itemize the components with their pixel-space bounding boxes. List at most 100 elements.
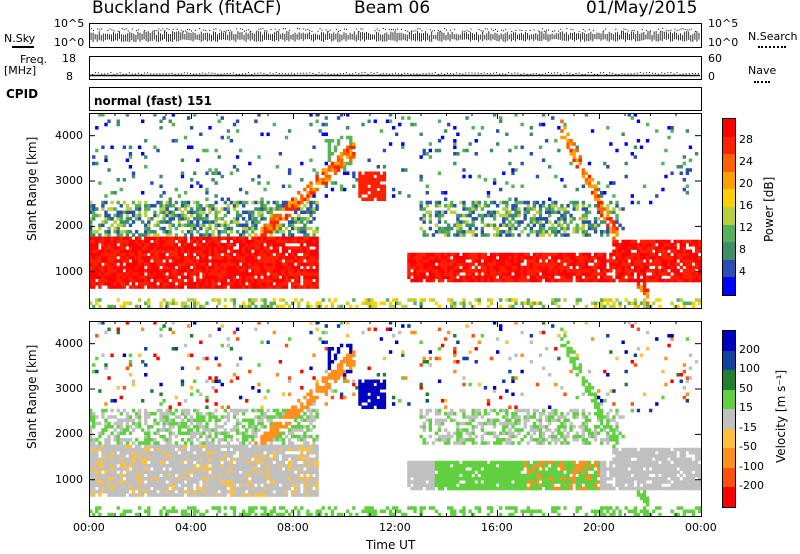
- power-cell: [110, 304, 114, 309]
- power-cell: [566, 272, 570, 276]
- velocity-cell: [101, 467, 105, 471]
- power-cell: [569, 256, 573, 260]
- velocity-cell: [125, 457, 130, 462]
- power-cell: [682, 252, 686, 257]
- power-cell: [287, 259, 292, 263]
- power-cell: [312, 145, 316, 150]
- power-cell: [364, 301, 368, 306]
- power-cell: [596, 272, 601, 276]
- nave-sample: [694, 73, 696, 75]
- power-cell: [284, 262, 289, 267]
- power-cell: [165, 285, 169, 289]
- power-cell: [205, 236, 209, 241]
- power-cell: [560, 269, 564, 273]
- power-cell: [349, 152, 353, 156]
- nave-sample: [422, 73, 424, 75]
- velocity-cell: [101, 457, 105, 462]
- power-cell: [578, 265, 582, 270]
- power-cell: [128, 249, 133, 254]
- power-cell: [205, 285, 209, 289]
- velocity-cell: [107, 376, 111, 380]
- power-cell: [477, 301, 481, 306]
- velocity-cell: [101, 412, 105, 416]
- power-cell: [520, 220, 524, 224]
- power-cell: [177, 236, 182, 241]
- power-cell: [572, 262, 576, 267]
- velocity-cell: [150, 389, 154, 393]
- power-cell: [186, 278, 191, 283]
- power-cell: [306, 252, 310, 257]
- power-cell: [422, 256, 426, 260]
- power-cell: [309, 113, 313, 117]
- power-cell: [603, 252, 607, 257]
- power-cell: [615, 298, 619, 302]
- power-cell: [606, 269, 610, 273]
- power-cell: [697, 272, 702, 276]
- power-cell: [263, 285, 267, 289]
- power-cell: [186, 220, 191, 224]
- nave-label: Nave: [748, 64, 777, 77]
- power-cell: [352, 155, 356, 159]
- power-cell: [174, 259, 179, 263]
- nave-sample: [492, 72, 494, 74]
- power-cell: [153, 223, 157, 228]
- velocity-cell: [137, 473, 142, 478]
- velocity-cell: [119, 431, 123, 436]
- power-cell: [257, 113, 261, 117]
- nave-sample: [199, 73, 201, 75]
- power-cell: [661, 259, 665, 263]
- power-cell: [584, 217, 589, 221]
- velocity-cell: [150, 490, 154, 494]
- power-cell: [137, 233, 142, 237]
- power-cell: [303, 282, 307, 286]
- nave-sample: [557, 72, 559, 74]
- power-cell: [483, 252, 488, 257]
- velocity-cell: [153, 353, 157, 358]
- power-cell: [499, 187, 503, 192]
- power-cell: [147, 236, 151, 241]
- nsearch-sample: [688, 29, 690, 31]
- power-cell: [499, 275, 503, 280]
- power-cell: [150, 275, 154, 280]
- power-cell: [434, 275, 439, 280]
- power-cell: [257, 259, 261, 263]
- power-cell: [520, 161, 524, 166]
- power-cell: [590, 275, 595, 280]
- power-cell: [563, 126, 567, 130]
- nave-sample: [587, 72, 589, 74]
- power-cell: [254, 246, 258, 250]
- power-cell: [287, 184, 292, 189]
- power-cell: [600, 259, 604, 263]
- power-cell: [300, 200, 304, 205]
- power-cell: [92, 278, 96, 283]
- power-cell: [566, 233, 570, 237]
- velocity-cell: [134, 421, 139, 426]
- nave-sample: [416, 73, 418, 75]
- power-cell: [144, 200, 148, 205]
- velocity-cell: [98, 441, 102, 445]
- power-cell: [483, 200, 488, 205]
- power-cell: [474, 200, 478, 205]
- power-cell: [275, 249, 280, 254]
- power-cell: [223, 298, 227, 302]
- power-cell: [551, 259, 555, 263]
- power-cell: [502, 213, 506, 218]
- power-cell: [376, 191, 380, 195]
- power-cell: [447, 269, 451, 273]
- power-cell: [544, 269, 549, 273]
- power-cell: [679, 249, 683, 254]
- power-cell: [189, 220, 194, 224]
- power-cell: [162, 207, 166, 211]
- power-cell: [636, 265, 641, 270]
- power-cell: [153, 233, 157, 237]
- power-cell: [459, 233, 463, 237]
- velocity-cell: [92, 460, 96, 465]
- power-cell: [648, 256, 653, 260]
- power-cell: [156, 262, 160, 267]
- power-cell: [615, 230, 619, 234]
- velocity-cell: [153, 431, 157, 436]
- power-cell: [284, 269, 289, 273]
- power-cell: [89, 262, 93, 267]
- power-cell: [242, 223, 246, 228]
- power-cell: [517, 252, 521, 257]
